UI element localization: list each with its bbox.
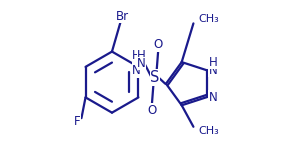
Text: N: N: [209, 91, 217, 103]
Text: CH₃: CH₃: [198, 126, 219, 136]
Text: H
N: H N: [132, 49, 141, 77]
Text: N: N: [209, 64, 217, 77]
Text: CH₃: CH₃: [198, 15, 219, 24]
Text: H: H: [209, 56, 217, 69]
Text: H: H: [137, 49, 146, 62]
Text: S: S: [150, 70, 160, 85]
Text: Br: Br: [116, 10, 129, 23]
Text: O: O: [154, 38, 163, 51]
Text: N: N: [137, 57, 146, 70]
Text: O: O: [147, 104, 157, 117]
Text: F: F: [73, 115, 80, 128]
